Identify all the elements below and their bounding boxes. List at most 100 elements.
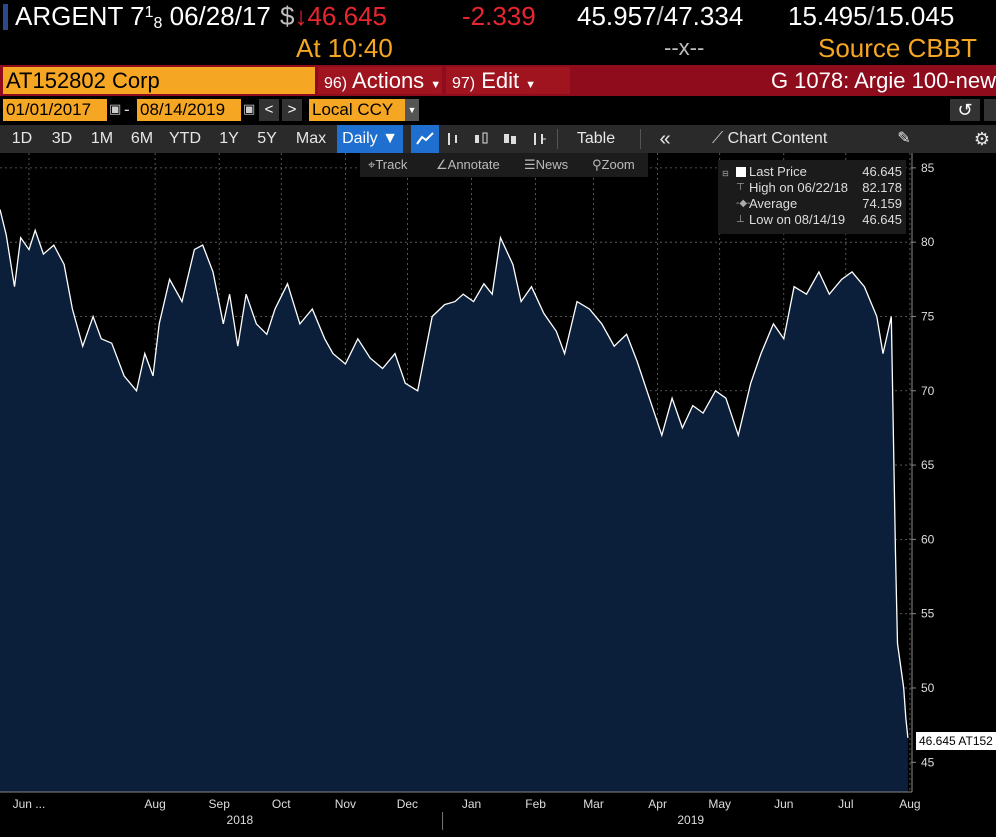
chart-content-icon: ⟋: [712, 130, 724, 147]
high-marker-icon: ⊤: [736, 182, 745, 193]
ohlc-icon[interactable]: [498, 125, 522, 153]
y-tick-label: 55: [921, 607, 935, 621]
bid-ask: 45.957/47.334: [577, 1, 744, 31]
legend-low: ⊥ Low on 08/14/19 46.645: [722, 212, 902, 228]
legend-toggle-icon[interactable]: ⊟: [722, 169, 729, 178]
y-tick-label: 50: [921, 681, 935, 695]
x-tick-label: Nov: [335, 797, 356, 811]
period-1m[interactable]: 1M: [90, 130, 114, 147]
year-label: 2018: [227, 813, 254, 827]
chart-tool-strip: ⌖ Track ∠ Annotate ☰ News ⚲ Zoom: [360, 153, 648, 177]
x-tick-label: Aug: [144, 797, 165, 811]
zoom-label: Zoom: [601, 157, 635, 172]
legend-high-label: High on 06/22/18: [749, 180, 849, 195]
start-date-field[interactable]: 01/01/2017: [3, 99, 107, 121]
date-separator: -: [124, 100, 130, 119]
quote-accent-bar: [3, 4, 8, 30]
calendar-icon[interactable]: ▣: [243, 101, 256, 116]
frequency-dropdown[interactable]: Daily ▼: [337, 125, 403, 153]
y-tick-label: 45: [921, 755, 935, 769]
x-tick-label: Jul: [838, 797, 853, 811]
chart-content-label: Chart Content: [727, 130, 828, 147]
actions-menu-button[interactable]: 96) Actions ▼: [318, 67, 442, 94]
x-tick-label: Aug: [899, 797, 920, 811]
toolbar-divider: [640, 129, 641, 149]
period-3d[interactable]: 3D: [51, 130, 73, 147]
legend-last-label: Last Price: [749, 164, 807, 179]
last-price: $↓46.645: [280, 1, 387, 31]
ticker: ARGENT: [15, 1, 123, 31]
security-field[interactable]: AT152802 Corp: [3, 67, 315, 94]
x-axis: Jun ... Aug Sep Oct Nov Dec Jan Feb Mar Apr May Jun…: [13, 797, 921, 830]
x-tick-label: Apr: [648, 797, 667, 811]
edit-menu-button[interactable]: 97) Edit ▼: [446, 67, 570, 94]
hilo-icon[interactable]: [527, 125, 551, 153]
cross-indicator: --x--: [664, 35, 705, 60]
legend-low-value: 46.645: [862, 212, 902, 227]
y-tick-label: 70: [921, 384, 935, 398]
chevron-down-icon[interactable]: ▼: [405, 99, 419, 121]
legend-last-price[interactable]: ⊟ Last Price 46.645: [722, 164, 902, 180]
candlestick-icon[interactable]: [469, 125, 493, 153]
news-label: News: [535, 157, 569, 172]
previous-period-button[interactable]: <: [259, 99, 279, 121]
track-label: Track: [375, 157, 408, 172]
zoom-button[interactable]: ⚲ Zoom: [592, 153, 635, 177]
price-series-line: [0, 209, 909, 738]
x-tick-label: Mar: [583, 797, 604, 811]
quote-time: At 10:40: [296, 33, 393, 63]
period-5y[interactable]: 5Y: [257, 130, 277, 147]
more-button[interactable]: [984, 99, 996, 121]
actions-label: Actions: [352, 68, 425, 93]
period-max[interactable]: Max: [295, 130, 327, 147]
coupon-numerator: 1: [144, 4, 154, 21]
chart-legend[interactable]: ⊟ Last Price 46.645 ⊤ High on 06/22/18 8…: [718, 160, 906, 234]
coupon-whole: 7: [130, 1, 145, 31]
price-chart[interactable]: 45 50 55 60 65 70 75 80 85 Jun ... Aug Sep Oct Nov De…: [0, 153, 996, 837]
security-bar: AT152802 Corp 96) Actions ▼ 97) Edit ▼ G 1…: [0, 65, 996, 96]
legend-high-value: 82.178: [862, 180, 902, 195]
y-tick-label: 80: [921, 235, 935, 249]
edit-number: 97): [452, 75, 476, 92]
low-marker-icon: ⊥: [736, 214, 745, 225]
track-button[interactable]: ⌖ Track: [368, 153, 407, 177]
undo-icon[interactable]: ↺: [950, 99, 980, 121]
ask-yield: 15.045: [874, 1, 955, 31]
collapse-icon[interactable]: «: [659, 128, 671, 150]
line-chart-icon[interactable]: [411, 125, 439, 153]
date-range-bar: 01/01/2017 ▣ - 08/14/2019 ▣ < > Local CC…: [0, 97, 996, 124]
quote-ticker-line: ARGENT 718 06/28/17: [15, 1, 271, 36]
price-area-fill: [0, 209, 908, 792]
x-tick-label: Dec: [397, 797, 418, 811]
edit-chart-icon[interactable]: ✎: [897, 130, 911, 147]
bid-yield: 15.495: [788, 1, 868, 31]
end-date-field[interactable]: 08/14/2019: [137, 99, 241, 121]
table-button[interactable]: Table: [576, 130, 616, 147]
chart-toolbar: 1D 3D 1M 6M YTD 1Y 5Y Max Daily ▼ Table …: [0, 125, 996, 153]
period-1y[interactable]: 1Y: [219, 130, 239, 147]
pricing-source: Source CBBT: [818, 33, 977, 63]
annotate-button[interactable]: ∠ Annotate: [436, 153, 500, 177]
bid-ask-yield: 15.495/15.045: [788, 1, 955, 31]
legend-last-value: 46.645: [862, 164, 902, 179]
gear-icon[interactable]: ⚙: [973, 129, 991, 149]
calendar-icon[interactable]: ▣: [109, 101, 122, 116]
legend-average: -◆- Average 74.159: [722, 196, 902, 212]
chevron-down-icon: ▼: [430, 79, 442, 91]
next-period-button[interactable]: >: [282, 99, 302, 121]
ask-price: 47.334: [663, 1, 744, 31]
average-marker-icon: -◆-: [736, 198, 751, 209]
chart-content-button[interactable]: ⟋ Chart Content: [712, 125, 872, 153]
coupon-denominator: 8: [153, 15, 163, 32]
bid-price: 45.957: [577, 1, 657, 31]
period-ytd[interactable]: YTD: [169, 130, 201, 147]
price-prefix: $: [280, 1, 295, 31]
group-title: G 1078: Argie 100-new: [770, 68, 996, 93]
currency-select[interactable]: Local CCY: [309, 99, 405, 121]
x-tick-label: Jun ...: [13, 797, 46, 811]
chevron-down-icon: ▼: [525, 79, 537, 91]
period-6m[interactable]: 6M: [130, 130, 154, 147]
news-button[interactable]: ☰ News: [524, 153, 568, 177]
bar-chart-icon[interactable]: [442, 125, 464, 153]
period-1d[interactable]: 1D: [11, 130, 33, 147]
